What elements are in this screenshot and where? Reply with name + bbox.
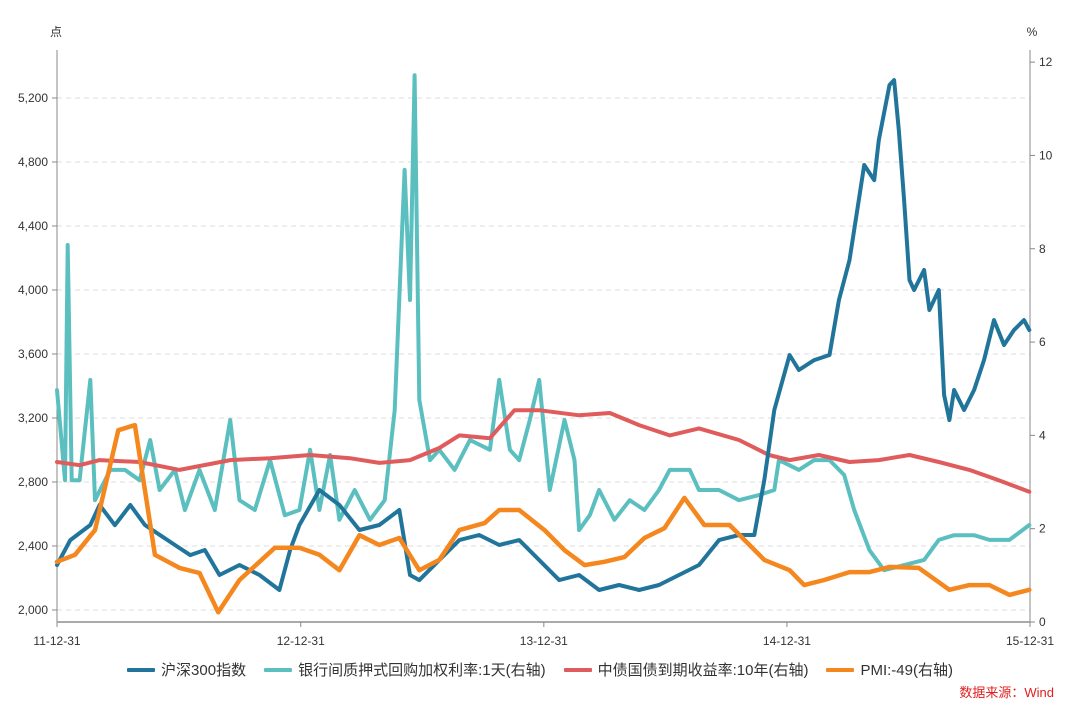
x-tick-label: 12-12-31 (277, 634, 325, 648)
right-tick-label: 2 (1039, 522, 1046, 536)
legend-item-bond-yield[interactable]: 中债国债到期收益率:10年(右轴) (563, 659, 809, 680)
left-tick-label: 3,200 (18, 411, 48, 425)
x-tick-label: 11-12-31 (33, 634, 80, 648)
legend-swatch (264, 667, 293, 672)
legend-item-repo-rate[interactable]: 银行间质押式回购加权利率:1天(右轴) (264, 659, 546, 680)
series-repo-rate-line (55, 73, 1032, 573)
legend-label: 中债国债到期收益率:10年(右轴) (597, 662, 809, 679)
series-bond-yield-line (55, 408, 1032, 494)
legend: 沪深300指数 银行间质押式回购加权利率:1天(右轴) 中债国债到期收益率:10… (0, 659, 1080, 680)
left-tick-label: 4,400 (18, 219, 48, 233)
legend-item-csi300[interactable]: 沪深300指数 (127, 659, 246, 680)
legend-label: 沪深300指数 (161, 662, 247, 679)
right-tick-label: 10 (1039, 148, 1053, 162)
legend-swatch (127, 667, 156, 672)
x-tick-label: 13-12-31 (520, 634, 568, 648)
right-tick-label: 6 (1039, 335, 1046, 349)
left-tick-label: 2,400 (18, 539, 48, 553)
legend-swatch (563, 667, 592, 672)
legend-label: 银行间质押式回购加权利率:1天(右轴) (298, 662, 546, 679)
left-tick-label: 3,600 (18, 347, 48, 361)
right-tick-label: 12 (1039, 55, 1053, 69)
left-tick-label: 4,000 (18, 283, 48, 297)
left-tick-label: 2,800 (18, 475, 48, 489)
right-tick-label: 8 (1039, 242, 1046, 256)
left-tick-label: 2,000 (18, 603, 48, 617)
x-tick-label: 15-12-31 (1006, 634, 1054, 648)
right-axis-unit: % (1027, 25, 1038, 39)
right-tick-label: 4 (1039, 428, 1046, 442)
x-tick-label: 14-12-31 (763, 634, 811, 648)
legend-label: PMI:-49(右轴) (860, 662, 953, 679)
series-pmi-line (54, 422, 1032, 615)
data-source: 数据来源：Wind (959, 685, 1054, 700)
legend-item-pmi[interactable]: PMI:-49(右轴) (826, 659, 953, 680)
right-tick-label: 0 (1039, 615, 1046, 629)
left-axis-unit: 点 (50, 25, 62, 39)
legend-swatch (826, 667, 855, 672)
series-csi300-line (55, 78, 1032, 592)
left-tick-label: 5,200 (18, 91, 48, 105)
left-tick-label: 4,800 (18, 155, 48, 169)
